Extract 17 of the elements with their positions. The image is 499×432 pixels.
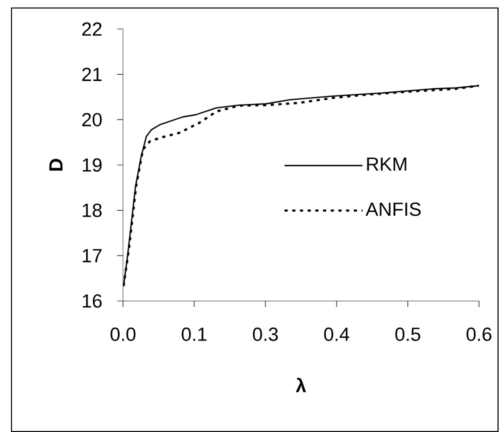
x-tick-label: 0.1	[182, 328, 206, 341]
y-axis-title: D	[49, 158, 62, 171]
x-axis-title: λ	[296, 378, 306, 392]
y-tick-label: 22	[82, 22, 102, 36]
x-tick-label: 0.6	[466, 328, 492, 341]
x-tick-label: 0.4	[324, 328, 350, 341]
legend-label: RKM	[367, 158, 406, 171]
x-tick-label: 0.5	[395, 328, 420, 341]
y-tick-label: 17	[82, 249, 102, 262]
y-tick-label: 21	[82, 68, 102, 81]
y-tick-label: 16	[82, 294, 102, 308]
x-tick-label: 0.3	[252, 328, 278, 341]
x-tick-label: 0.0	[110, 328, 136, 341]
y-tick-label: 19	[82, 158, 102, 172]
y-tick-label: 18	[82, 204, 102, 218]
legend-label: ANFIS	[366, 202, 421, 216]
y-tick-label: 20	[82, 112, 102, 126]
